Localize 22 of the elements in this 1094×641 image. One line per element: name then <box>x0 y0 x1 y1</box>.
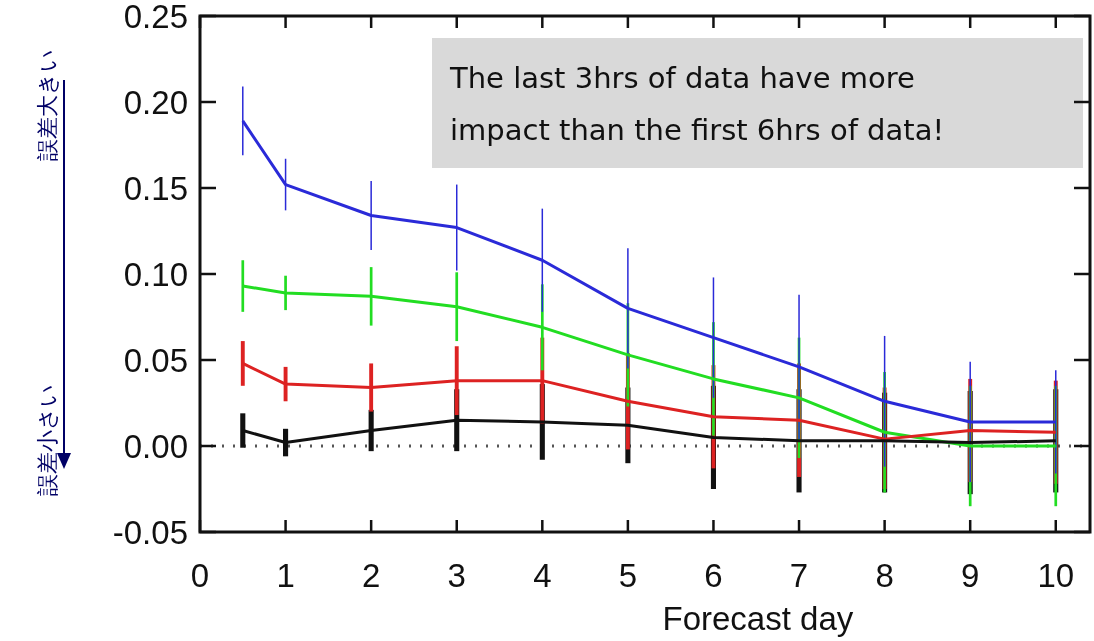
y-tick-label: -0.05 <box>112 514 188 551</box>
x-tick-label: 9 <box>961 557 980 594</box>
x-tick-label: 10 <box>1037 557 1075 594</box>
x-tick-label: 3 <box>447 557 466 594</box>
x-tick-label: 1 <box>276 557 295 594</box>
x-tick-label: 0 <box>190 557 210 594</box>
y-tick-label: 0.10 <box>123 256 188 293</box>
y-tick-label: 0.05 <box>123 342 188 379</box>
text: 誤差大きい <box>35 49 60 161</box>
y-tick-label: 0.20 <box>123 84 188 121</box>
y-tick-label: 0.15 <box>123 170 188 207</box>
x-tick-label: 5 <box>618 557 638 594</box>
y-tick-label: 0.25 <box>123 0 188 35</box>
x-axis-title: Forecast day <box>662 600 854 637</box>
x-tick-label: 6 <box>704 557 723 594</box>
x-tick-label: 2 <box>361 557 381 594</box>
x-tick-label: 8 <box>875 557 894 594</box>
text: 誤差小さい <box>35 384 60 496</box>
y-tick-label: 0.00 <box>123 428 188 465</box>
x-tick-label: 7 <box>789 557 809 594</box>
annotation: The last 3hrs of data have more impact than the first 6hrs of data! <box>449 61 945 147</box>
x-tick-label: 4 <box>533 557 552 594</box>
